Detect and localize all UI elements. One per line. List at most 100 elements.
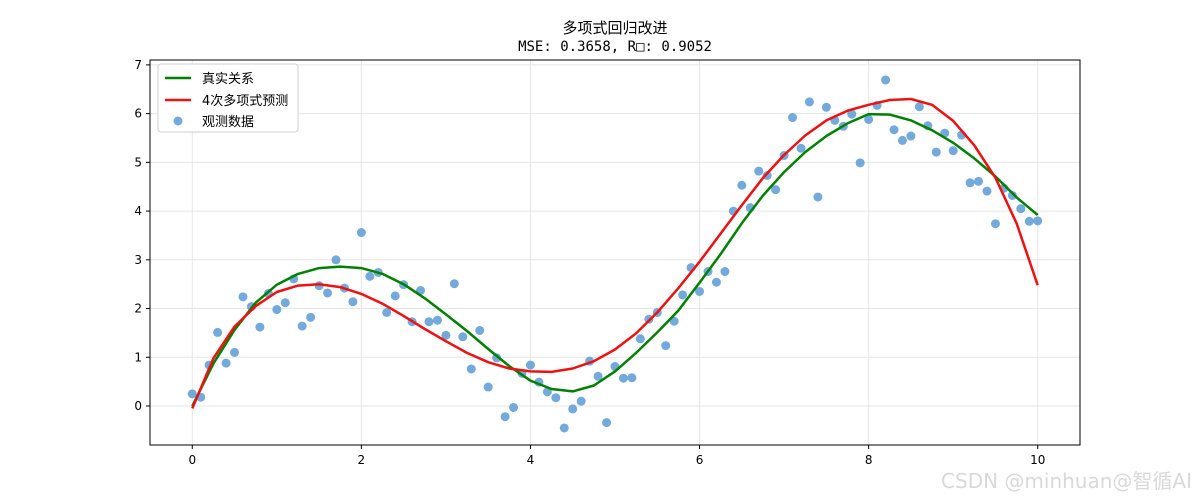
legend-label-points: 观测数据 [202, 115, 254, 130]
y-tick-label: 2 [134, 302, 142, 316]
watermark: CSDN @minhuan@智循AI [941, 469, 1192, 493]
legend-label-pred: 4次多项式预测 [202, 93, 288, 109]
x-tick-label: 2 [358, 453, 366, 467]
scatter-point [881, 75, 891, 85]
scatter-point [661, 341, 671, 351]
x-tick-label: 8 [865, 453, 873, 467]
scatter-point [272, 305, 282, 315]
scatter-point [593, 371, 603, 381]
scatter-point [602, 418, 612, 428]
y-tick-label: 6 [134, 107, 142, 121]
scatter-point [331, 255, 341, 265]
scatter-point [906, 131, 916, 141]
scatter-point [390, 291, 400, 301]
scatter-point [737, 180, 747, 190]
y-tick-label: 4 [134, 204, 142, 218]
scatter-point [931, 147, 941, 157]
scatter-point [982, 186, 992, 196]
scatter-point [618, 373, 628, 383]
scatter-point [483, 382, 493, 392]
series-line-pred [191, 97, 1039, 409]
scatter-point [864, 114, 874, 124]
scatter-point [525, 360, 535, 370]
scatter-point [695, 286, 705, 296]
scatter-point [1024, 216, 1034, 226]
scatter-point [1033, 216, 1043, 226]
scatter-point [897, 135, 907, 145]
scatter-point [500, 412, 510, 422]
legend-label-true: 真实关系 [202, 72, 254, 87]
scatter-point [678, 290, 688, 300]
scatter-point [576, 396, 586, 406]
scatter-point [568, 404, 578, 414]
scatter-point [855, 158, 865, 168]
scatter-point [297, 321, 307, 331]
scatter-points [187, 75, 1043, 433]
scatter-point [813, 192, 823, 202]
scatter-point [551, 393, 561, 403]
y-tick-label: 3 [134, 253, 142, 267]
plot-frame [149, 59, 1081, 446]
scatter-point [804, 97, 814, 107]
scatter-point [1016, 204, 1026, 214]
scatter-point [542, 387, 552, 397]
scatter-point [432, 315, 442, 325]
scatter-point [348, 297, 358, 307]
scatter-point [306, 312, 316, 322]
scatter-point [213, 327, 223, 337]
chart-subtitle: MSE: 0.3658, R□: 0.9052 [518, 39, 712, 55]
series-lines [191, 97, 1039, 409]
scatter-point [796, 143, 806, 153]
scatter-point [475, 325, 485, 335]
y-tick-label: 0 [134, 399, 142, 413]
scatter-point [821, 102, 831, 112]
scatter-point [382, 307, 392, 317]
scatter-point [889, 125, 899, 135]
scatter-point [948, 146, 958, 156]
scatter-point [1007, 190, 1017, 200]
scatter-point [720, 267, 730, 277]
scatter-point [221, 358, 231, 368]
scatter-point [466, 364, 476, 374]
scatter-point [458, 332, 468, 342]
x-tick-label: 4 [527, 453, 535, 467]
series-line-true [191, 112, 1039, 407]
scatter-point [238, 292, 248, 302]
scatter-point [449, 279, 459, 289]
scatter-point [255, 322, 265, 332]
y-tick-label: 1 [134, 350, 142, 364]
scatter-point [441, 330, 451, 340]
scatter-point [509, 402, 519, 412]
scatter-point [323, 288, 333, 298]
legend-box [157, 63, 299, 133]
grid [150, 60, 1080, 445]
y-tick-label: 7 [134, 58, 142, 72]
y-tick-label: 5 [134, 155, 142, 169]
scatter-point [847, 109, 857, 119]
scatter-point [559, 423, 569, 433]
scatter-point [365, 271, 375, 281]
scatter-point [771, 185, 781, 195]
scatter-point [974, 176, 984, 186]
x-tick-label: 0 [188, 453, 196, 467]
scatter-point [754, 166, 764, 176]
scatter-point [914, 102, 924, 112]
scatter-point [280, 298, 290, 308]
chart-title: 多项式回归改进 [562, 19, 667, 37]
scatter-point [424, 317, 434, 327]
scatter-point [990, 219, 1000, 229]
scatter-point [356, 228, 366, 238]
scatter-point [635, 334, 645, 344]
scatter-point [187, 389, 197, 399]
scatter-point [762, 171, 772, 180]
axis-ticks: 0 2 4 6 8 10 0 1 2 3 4 5 6 7 [134, 58, 1045, 467]
scatter-point [230, 347, 240, 357]
legend: 真实关系 4次多项式预测 观测数据 [157, 63, 299, 133]
scatter-point [627, 373, 637, 383]
x-tick-label: 6 [696, 453, 704, 467]
legend-marker-points [173, 116, 183, 126]
x-tick-label: 10 [1030, 453, 1045, 467]
scatter-point [965, 178, 975, 188]
scatter-point [711, 277, 721, 287]
